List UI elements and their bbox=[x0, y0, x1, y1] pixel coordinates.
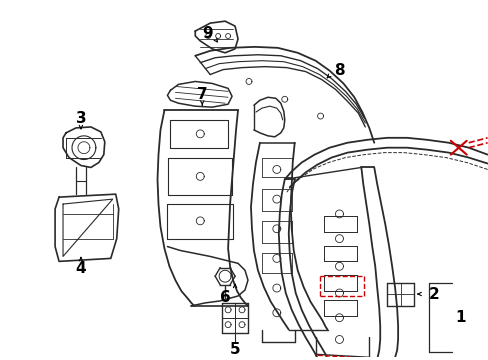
Text: 9: 9 bbox=[202, 26, 212, 41]
Text: 2: 2 bbox=[427, 287, 438, 302]
Text: 3: 3 bbox=[76, 111, 86, 126]
Text: 4: 4 bbox=[76, 261, 86, 276]
Text: 5: 5 bbox=[229, 342, 240, 357]
Text: 1: 1 bbox=[455, 310, 465, 325]
Text: 7: 7 bbox=[197, 87, 207, 102]
Text: 8: 8 bbox=[333, 63, 344, 78]
Text: 6: 6 bbox=[219, 291, 230, 305]
